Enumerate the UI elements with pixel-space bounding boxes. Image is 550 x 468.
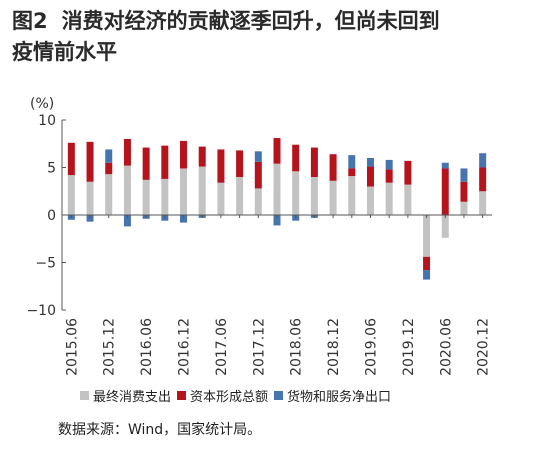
bar-segment-2-2020.09 — [460, 181, 468, 202]
x-tick-label: 2019.06 — [363, 318, 379, 376]
x-tick-label: 2020.12 — [476, 318, 492, 376]
bar-segment-3-2015.12 — [105, 149, 113, 163]
legend-item-2: 资本形成总额 — [177, 386, 268, 405]
bar-segment-1-2020.06 — [441, 215, 449, 238]
bar-segment-1-2015.12 — [105, 174, 113, 215]
chart-title: 图2 消费对经济的贡献逐季回升，但尚未回到 疫情前水平 — [12, 6, 542, 68]
x-tick-label: 2016.06 — [139, 318, 155, 376]
bar-segment-1-2016.12 — [180, 168, 188, 215]
x-tick-label: 2016.12 — [177, 318, 193, 376]
bar-segment-2-2016.09 — [161, 145, 169, 179]
bar-segment-1-2017.09 — [236, 177, 244, 215]
x-tick-label: 2015.06 — [64, 318, 80, 376]
legend-swatch — [274, 391, 284, 400]
bar-segment-1-2019.12 — [404, 184, 412, 215]
bar-segment-2-2017.09 — [236, 150, 244, 177]
bar-segment-2-2015.09 — [86, 141, 94, 182]
bar-segment-1-2015.09 — [86, 181, 94, 215]
bar-segment-1-2020.09 — [460, 201, 468, 215]
bar-segment-1-2020.03 — [423, 215, 431, 257]
x-tick-label: 2017.12 — [251, 318, 267, 376]
y-tick-label: −5 — [35, 256, 56, 272]
bar-segment-3-2016.12 — [180, 215, 188, 223]
bar-segment-3-2019.03 — [348, 155, 356, 169]
bar-segment-1-2017.12 — [254, 188, 262, 215]
bar-segment-1-2019.06 — [366, 186, 374, 215]
bar-segment-1-2016.09 — [161, 178, 169, 215]
bar-segment-2-2020.12 — [479, 167, 487, 192]
x-tick-label: 2020.06 — [438, 318, 454, 376]
y-tick-label: 0 — [47, 208, 56, 224]
bar-segment-3-2019.06 — [366, 158, 374, 167]
y-tick-label: 10 — [38, 113, 56, 129]
bar-segment-1-2016.03 — [123, 165, 131, 215]
y-tick-label: 5 — [47, 161, 56, 177]
bar-segment-3-2015.09 — [86, 215, 94, 222]
legend-item-3: 货物和服务净出口 — [274, 386, 391, 405]
bar-segment-2-2015.12 — [105, 162, 113, 175]
bar-segment-2-2015.06 — [67, 142, 75, 176]
chart-legend: 最终消费支出 资本形成总额 货物和服务净出口 — [80, 386, 397, 405]
x-tick-label: 2018.12 — [326, 318, 342, 376]
bar-segment-1-2015.06 — [67, 175, 75, 215]
bar-segment-2-2018.06 — [292, 144, 300, 172]
bar-segment-2-2019.12 — [404, 160, 412, 185]
y-axis-unit-label: (%) — [30, 96, 54, 112]
bar-segment-1-2017.06 — [217, 182, 225, 215]
x-tick-label: 2015.12 — [102, 318, 118, 376]
x-tick-label: 2018.06 — [289, 318, 305, 376]
title-line-1: 消费对经济的贡献逐季回升，但尚未回到 — [61, 9, 440, 33]
bar-segment-2-2019.03 — [348, 168, 356, 177]
x-tick-label: 2019.12 — [401, 318, 417, 376]
data-source-note: 数据来源：Wind，国家统计局。 — [58, 422, 262, 438]
bar-segment-2-2016.03 — [123, 139, 131, 166]
bar-segment-2-2018.03 — [273, 138, 281, 164]
bar-segment-2-2017.12 — [254, 161, 262, 189]
bar-segment-3-2020.12 — [479, 153, 487, 168]
title-line-2: 疫情前水平 — [12, 40, 117, 64]
legend-label: 最终消费支出 — [93, 390, 172, 405]
bar-segment-2-2017.03 — [198, 146, 206, 167]
legend-label: 货物和服务净出口 — [287, 390, 392, 405]
bar-segment-2-2016.12 — [180, 140, 188, 169]
legend-item-1: 最终消费支出 — [80, 386, 171, 405]
bar-segment-2-2018.09 — [310, 147, 318, 177]
bar-segment-1-2018.09 — [310, 177, 318, 215]
bar-segment-1-2016.06 — [142, 179, 150, 215]
bar-segment-3-2018.03 — [273, 215, 281, 226]
legend-swatch — [80, 391, 89, 400]
legend-swatch — [177, 391, 187, 400]
bar-segment-2-2017.06 — [217, 149, 225, 183]
bar-segment-3-2019.09 — [385, 159, 393, 170]
bar-segment-1-2018.03 — [273, 163, 281, 215]
bar-segment-3-2017.12 — [254, 151, 262, 162]
bar-segment-1-2019.09 — [385, 182, 393, 215]
bar-segment-2-2019.06 — [366, 166, 374, 187]
bar-segment-2-2019.09 — [385, 169, 393, 183]
bar-segment-1-2018.12 — [329, 180, 337, 215]
bar-segment-1-2019.03 — [348, 176, 356, 215]
bar-segment-3-2016.03 — [123, 215, 131, 227]
bar-segment-3-2020.09 — [460, 168, 468, 182]
bar-segment-1-2017.03 — [198, 166, 206, 215]
bar-segment-2-2020.03 — [423, 256, 431, 271]
legend-label: 资本形成总额 — [190, 390, 269, 405]
bar-segment-1-2020.12 — [479, 191, 487, 215]
bar-segment-2-2018.12 — [329, 154, 337, 181]
bar-segment-3-2020.06 — [441, 162, 449, 169]
bar-segment-3-2020.03 — [423, 270, 431, 280]
x-tick-label: 2017.06 — [214, 318, 230, 376]
bar-segment-1-2018.06 — [292, 171, 300, 215]
bar-segment-2-2020.06 — [441, 168, 449, 215]
figure-number: 图2 — [12, 9, 48, 33]
y-tick-label: −10 — [26, 303, 56, 319]
bar-segment-2-2016.06 — [142, 147, 150, 180]
